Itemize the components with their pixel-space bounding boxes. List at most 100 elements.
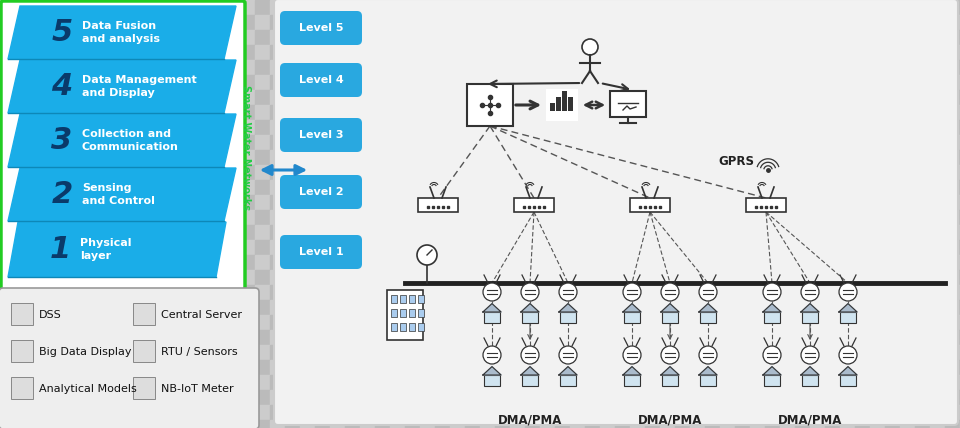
Bar: [405, 180, 420, 195]
Bar: [465, 180, 480, 195]
Bar: [390, 150, 405, 165]
Bar: [375, 285, 390, 300]
Bar: [409, 323, 415, 331]
Bar: [0, 405, 15, 420]
Bar: [764, 312, 780, 323]
Bar: [705, 315, 720, 330]
Bar: [795, 285, 810, 300]
Bar: [525, 315, 540, 330]
Bar: [165, 330, 180, 345]
Bar: [450, 135, 465, 150]
Bar: [750, 285, 765, 300]
Bar: [180, 285, 195, 300]
Polygon shape: [521, 303, 540, 312]
Bar: [750, 75, 765, 90]
Bar: [750, 420, 765, 428]
Bar: [675, 15, 690, 30]
Bar: [615, 180, 630, 195]
Bar: [690, 75, 705, 90]
Bar: [105, 330, 120, 345]
Bar: [330, 180, 345, 195]
Bar: [675, 225, 690, 240]
Bar: [735, 255, 750, 270]
Bar: [480, 330, 495, 345]
Bar: [585, 90, 600, 105]
Bar: [825, 405, 840, 420]
Bar: [720, 345, 735, 360]
Bar: [0, 15, 15, 30]
Bar: [615, 15, 630, 30]
Bar: [105, 150, 120, 165]
Bar: [900, 75, 915, 90]
Polygon shape: [839, 303, 857, 312]
Bar: [300, 15, 315, 30]
Bar: [195, 30, 210, 45]
Bar: [510, 30, 525, 45]
Bar: [360, 15, 375, 30]
Bar: [270, 150, 285, 165]
Bar: [480, 45, 495, 60]
Bar: [225, 150, 240, 165]
Bar: [330, 150, 345, 165]
Bar: [705, 165, 720, 180]
Bar: [825, 105, 840, 120]
Bar: [555, 165, 570, 180]
Bar: [120, 345, 135, 360]
Bar: [915, 150, 930, 165]
Bar: [405, 15, 420, 30]
Bar: [120, 120, 135, 135]
Bar: [660, 420, 675, 428]
Bar: [255, 210, 270, 225]
Bar: [735, 240, 750, 255]
Bar: [360, 0, 375, 15]
Bar: [555, 300, 570, 315]
Bar: [75, 345, 90, 360]
Bar: [345, 315, 360, 330]
Bar: [285, 60, 300, 75]
Bar: [562, 91, 567, 111]
Bar: [825, 375, 840, 390]
Bar: [133, 377, 155, 399]
Bar: [450, 210, 465, 225]
Bar: [795, 120, 810, 135]
Bar: [480, 300, 495, 315]
Bar: [945, 30, 960, 45]
Bar: [180, 300, 195, 315]
Bar: [345, 90, 360, 105]
Bar: [0, 195, 15, 210]
Bar: [690, 375, 705, 390]
Bar: [165, 225, 180, 240]
Bar: [210, 195, 225, 210]
Bar: [255, 390, 270, 405]
Bar: [405, 60, 420, 75]
Bar: [540, 405, 555, 420]
Bar: [75, 60, 90, 75]
Bar: [840, 345, 855, 360]
Bar: [585, 240, 600, 255]
Bar: [750, 135, 765, 150]
Bar: [255, 270, 270, 285]
Bar: [690, 0, 705, 15]
Bar: [270, 45, 285, 60]
Bar: [120, 210, 135, 225]
Bar: [705, 195, 720, 210]
Bar: [705, 375, 720, 390]
Bar: [375, 255, 390, 270]
Bar: [945, 15, 960, 30]
Bar: [840, 240, 855, 255]
Bar: [150, 90, 165, 105]
Bar: [885, 240, 900, 255]
Bar: [45, 60, 60, 75]
Bar: [405, 225, 420, 240]
Bar: [915, 240, 930, 255]
Bar: [465, 225, 480, 240]
Bar: [375, 0, 390, 15]
Bar: [615, 165, 630, 180]
Bar: [435, 45, 450, 60]
Bar: [675, 105, 690, 120]
Bar: [435, 390, 450, 405]
Bar: [210, 120, 225, 135]
Bar: [285, 315, 300, 330]
Bar: [840, 90, 855, 105]
Bar: [420, 195, 435, 210]
